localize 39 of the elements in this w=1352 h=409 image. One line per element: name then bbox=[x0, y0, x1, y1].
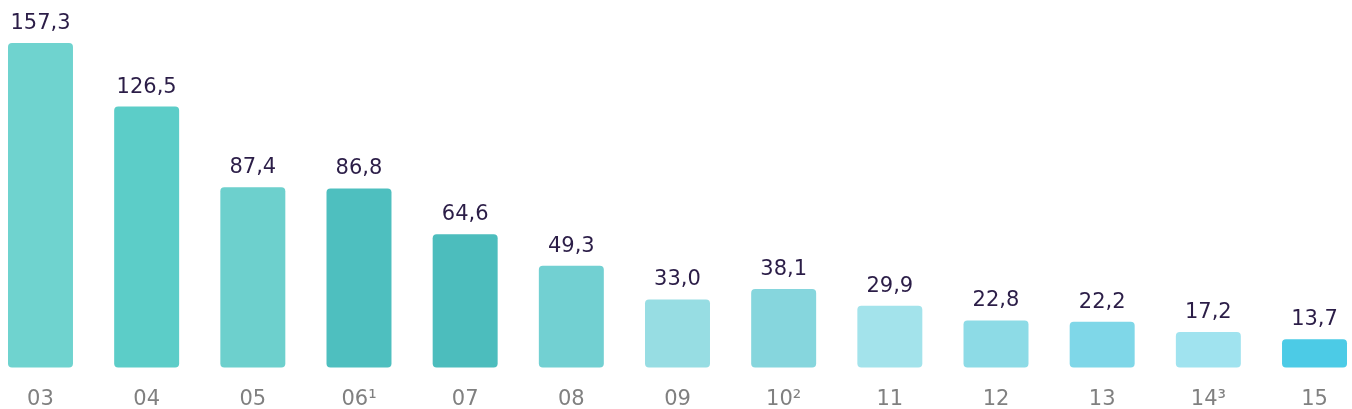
data-label: 22,2 bbox=[1078, 288, 1126, 313]
bar bbox=[857, 305, 923, 368]
bar bbox=[114, 106, 180, 368]
x-tick-label: 04 bbox=[133, 386, 161, 409]
x-tick-label: 10² bbox=[766, 386, 802, 409]
data-label: 126,5 bbox=[116, 73, 177, 98]
data-label: 13,7 bbox=[1291, 306, 1338, 331]
x-tick-label: 15 bbox=[1301, 386, 1328, 409]
x-tick-label: 06¹ bbox=[341, 386, 377, 409]
bar bbox=[220, 187, 286, 368]
data-label: 49,3 bbox=[547, 232, 595, 257]
x-tick-label: 14³ bbox=[1190, 386, 1226, 409]
x-tick-label: 05 bbox=[239, 386, 267, 409]
data-label: 29,9 bbox=[866, 272, 914, 297]
bar bbox=[538, 265, 604, 368]
data-label: 87,4 bbox=[229, 154, 277, 179]
x-tick-label: 03 bbox=[27, 386, 54, 409]
data-label: 86,8 bbox=[335, 155, 383, 180]
data-label: 157,3 bbox=[10, 10, 71, 34]
x-tick-label: 11 bbox=[876, 386, 904, 409]
data-label: 64,6 bbox=[441, 201, 489, 226]
x-tick-label: 12 bbox=[982, 386, 1010, 409]
bar bbox=[1069, 321, 1135, 368]
data-label: 22,8 bbox=[972, 287, 1020, 312]
bar bbox=[432, 234, 498, 368]
bar bbox=[963, 320, 1029, 368]
bar bbox=[8, 43, 73, 368]
bar bbox=[751, 288, 817, 368]
x-tick-label: 07 bbox=[451, 386, 479, 409]
bar bbox=[326, 188, 392, 368]
data-label: 38,1 bbox=[760, 255, 808, 280]
x-tick-label: 09 bbox=[664, 386, 691, 409]
bar bbox=[1175, 332, 1241, 368]
bar bbox=[1282, 339, 1347, 368]
data-label: 33,0 bbox=[654, 266, 701, 291]
x-tick-label: 13 bbox=[1088, 386, 1116, 409]
x-tick-label: 08 bbox=[557, 386, 585, 409]
data-label: 17,2 bbox=[1184, 299, 1232, 324]
bar bbox=[645, 299, 710, 368]
